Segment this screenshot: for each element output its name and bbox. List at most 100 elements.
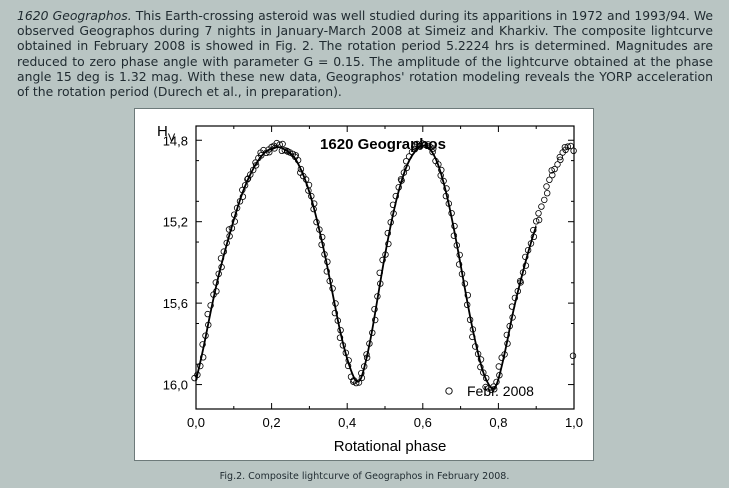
data-point — [524, 246, 532, 254]
data-point — [323, 268, 330, 275]
data-point — [199, 341, 206, 348]
data-point — [445, 200, 452, 207]
data-point — [556, 153, 563, 161]
data-point — [266, 149, 273, 156]
data-point — [411, 146, 419, 153]
data-point — [546, 176, 553, 183]
data-point — [405, 153, 413, 160]
data-point — [358, 374, 366, 382]
x-tick-label: 0,2 — [263, 415, 281, 430]
data-point — [308, 192, 315, 200]
data-point — [493, 378, 500, 386]
data-point — [451, 222, 458, 230]
data-point — [197, 362, 204, 370]
data-point — [294, 157, 302, 164]
article-title: 1620 Geographos. — [17, 8, 132, 23]
data-point — [544, 189, 551, 197]
data-point — [279, 140, 286, 148]
data-point — [249, 166, 257, 174]
legend-label: Febr. 2008 — [467, 383, 534, 399]
data-point — [477, 356, 485, 363]
data-point — [342, 349, 349, 356]
data-point — [450, 232, 458, 239]
data-point — [223, 239, 230, 247]
data-point — [535, 210, 542, 217]
legend: Febr. 2008 — [445, 383, 534, 399]
y-tick-label: 16,0 — [163, 378, 188, 393]
data-point — [389, 201, 397, 208]
data-point — [329, 285, 336, 292]
data-point — [215, 270, 222, 277]
data-point — [516, 277, 524, 285]
data-point — [442, 192, 450, 200]
data-point — [212, 279, 219, 286]
axis-ticks: 0,0 0,2 0,4 0,6 0,8 1,0 14,8 15,2 15,6 16,0 — [163, 126, 583, 430]
x-tick-label: 0,4 — [338, 415, 356, 430]
data-point — [569, 352, 577, 359]
data-point — [241, 182, 249, 189]
figure-panel: 1620 Geographos HV Rotational phase 0,0 0… — [134, 108, 594, 461]
y-axis-label-main: H — [157, 123, 168, 140]
data-point — [522, 262, 530, 269]
data-point — [385, 240, 392, 248]
data-point — [548, 167, 555, 174]
data-point — [218, 263, 225, 271]
data-point — [239, 186, 246, 194]
data-point — [318, 241, 325, 248]
data-point — [339, 342, 347, 349]
data-point — [496, 372, 503, 379]
data-point — [506, 322, 513, 330]
y-axis-label: HV — [157, 123, 176, 144]
y-tick-label: 14,8 — [163, 133, 188, 148]
data-point — [508, 303, 516, 310]
data-point — [400, 169, 408, 176]
data-point — [538, 203, 545, 210]
data-point — [429, 148, 436, 156]
data-point — [326, 277, 333, 285]
data-point — [360, 363, 368, 370]
data-point — [379, 256, 386, 264]
data-point — [503, 331, 510, 339]
data-point — [371, 305, 378, 313]
x-axis-label: Rotational phase — [334, 438, 447, 455]
data-point — [376, 269, 383, 276]
data-point — [205, 321, 212, 329]
data-point — [377, 280, 384, 287]
data-point — [530, 233, 538, 240]
data-point — [443, 185, 450, 192]
y-axis-label-sub: V — [168, 132, 176, 144]
data-point — [252, 159, 259, 166]
data-point — [194, 371, 201, 378]
data-point — [302, 176, 310, 183]
data-point — [321, 251, 328, 258]
x-tick-label: 0,6 — [414, 415, 432, 430]
data-point — [435, 161, 442, 168]
data-points — [191, 139, 577, 393]
data-point — [477, 363, 484, 371]
data-point — [530, 226, 537, 234]
data-point — [369, 329, 376, 336]
x-tick-label: 0,0 — [187, 415, 205, 430]
data-point — [228, 224, 236, 232]
x-tick-label: 1,0 — [565, 415, 583, 430]
data-point — [310, 205, 317, 213]
data-point — [464, 291, 471, 299]
data-point — [382, 251, 389, 258]
data-point — [236, 198, 244, 205]
data-point — [204, 310, 211, 318]
data-point — [352, 379, 360, 387]
legend-marker — [445, 387, 453, 395]
data-point — [397, 176, 405, 183]
data-point — [371, 316, 379, 324]
data-point — [318, 233, 326, 241]
data-point — [233, 204, 241, 212]
data-point — [305, 187, 312, 194]
data-point — [541, 196, 548, 204]
data-point — [387, 219, 394, 226]
data-point — [220, 248, 227, 255]
data-point — [564, 143, 571, 150]
data-point — [519, 269, 527, 276]
data-point — [271, 145, 278, 152]
data-point — [217, 255, 225, 262]
data-point — [472, 343, 479, 350]
